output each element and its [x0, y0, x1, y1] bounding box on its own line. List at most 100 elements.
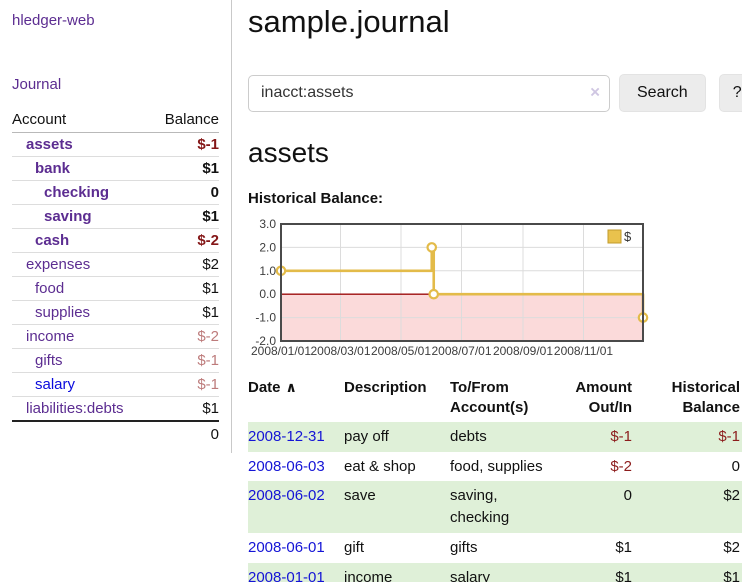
account-balance: $1 [151, 156, 219, 181]
accounts-header-row: Account Balance [12, 108, 219, 133]
account-balance: $2 [151, 252, 219, 277]
account-balance: $1 [151, 204, 219, 229]
account-row: liabilities:debts $1 [12, 396, 219, 422]
svg-text:0.0: 0.0 [259, 287, 276, 301]
table-row: 2008-06-03 eat & shop food, supplies $-2 0 [248, 452, 742, 482]
svg-text:2008/03/01: 2008/03/01 [310, 344, 370, 358]
account-balance: $-2 [151, 324, 219, 349]
transaction-date-link[interactable]: 2008-12-31 [248, 427, 325, 445]
accounts-table: Account Balance assets $-1 bank $1 checking 0… [12, 108, 219, 447]
search-form: × Search ? [248, 74, 742, 112]
clear-search-icon[interactable]: × [590, 82, 600, 102]
transaction-accounts: salary [450, 562, 566, 582]
chart-label: Historical Balance: [248, 190, 384, 207]
page-title: sample.journal [248, 4, 450, 39]
register-table: Date ∧ Description To/From Account(s) Amo… [248, 375, 742, 582]
register-header-date[interactable]: Date ∧ [248, 375, 344, 422]
svg-text:$: $ [624, 229, 632, 244]
svg-text:2008/11/01: 2008/11/01 [554, 344, 613, 358]
account-link[interactable]: saving [44, 208, 92, 225]
transaction-description: gift [344, 538, 365, 556]
app-title-link[interactable]: hledger-web [12, 12, 95, 29]
account-link[interactable]: food [35, 280, 65, 297]
svg-text:-1.0: -1.0 [255, 311, 276, 325]
transaction-amount: $1 [566, 562, 644, 582]
accounts-total-row: 0 [12, 420, 219, 447]
account-row: cash $-2 [12, 228, 219, 253]
transaction-amount: $1 [615, 538, 632, 556]
search-input[interactable] [248, 74, 610, 112]
main-content: sample.journal × Search ? assets Histori… [232, 0, 742, 582]
account-row: bank $1 [12, 156, 219, 181]
account-row: assets $-1 [12, 132, 219, 157]
transaction-date-link[interactable]: 2008-06-02 [248, 487, 325, 505]
svg-text:-2.0: -2.0 [255, 334, 276, 348]
account-link[interactable]: salary [35, 376, 76, 393]
account-row: saving $1 [12, 204, 219, 229]
svg-text:2008/07/01: 2008/07/01 [431, 344, 491, 358]
account-link[interactable]: supplies [35, 304, 91, 321]
svg-text:2008/09/01: 2008/09/01 [493, 344, 553, 358]
account-link[interactable]: expenses [26, 256, 91, 273]
transaction-accounts: debts [450, 421, 566, 452]
svg-text:2008/01/01: 2008/01/01 [251, 344, 311, 358]
transaction-accounts: food, supplies [450, 457, 543, 475]
transaction-date-link[interactable]: 2008-06-03 [248, 457, 325, 475]
register-header-amount: Amount Out/In [575, 379, 632, 416]
register-header-accounts: To/From Account(s) [450, 379, 529, 416]
date-header-label: Date [248, 379, 281, 396]
register-header-row: Date ∧ Description To/From Account(s) Amo… [248, 375, 742, 422]
register-header-description: Description [344, 379, 427, 396]
account-link[interactable]: liabilities:debts [26, 400, 124, 417]
account-row: expenses $2 [12, 252, 219, 277]
transaction-description: income [344, 562, 450, 582]
table-row: 2008-06-01 gift gifts $1 $2 [248, 533, 742, 563]
account-link[interactable]: cash [35, 232, 70, 249]
svg-text:1.0: 1.0 [259, 264, 276, 278]
account-row: gifts $-1 [12, 348, 219, 373]
historical-balance-chart: $3.0 2.0 1.0 0.0 -1.0 -2.0 2008/01/01 2008/03/0… [248, 216, 742, 362]
transaction-date-link[interactable]: 2008-06-01 [248, 538, 325, 556]
transaction-amount: $-2 [610, 457, 632, 475]
search-button[interactable]: Search [619, 74, 706, 112]
table-row: 2008-12-31 pay off debts $-1 $-1 [248, 421, 742, 452]
transaction-amount: 0 [566, 481, 644, 533]
transaction-description: eat & shop [344, 457, 416, 475]
account-row: income $-2 [12, 324, 219, 349]
accounts-total-value: 0 [151, 420, 219, 447]
account-balance: $-1 [151, 348, 219, 373]
account-link[interactable]: bank [35, 160, 71, 177]
transaction-description: pay off [344, 421, 450, 452]
account-link[interactable]: gifts [35, 352, 63, 369]
account-row: salary $-1 [12, 372, 219, 397]
accounts-total-spacer [12, 420, 152, 447]
register-body: 2008-12-31 pay off debts $-1 $-1 2008-06-03 ea… [248, 421, 742, 582]
svg-text:3.0: 3.0 [259, 217, 276, 231]
account-link[interactable]: assets [26, 136, 73, 153]
svg-text:2008/05/01: 2008/05/01 [371, 344, 431, 358]
accounts-body: assets $-1 bank $1 checking 0 saving $1 cash $-2 e… [12, 132, 219, 422]
accounts-header-account: Account [12, 108, 152, 133]
account-balance: $1 [151, 300, 219, 325]
account-balance: $-1 [151, 132, 219, 157]
account-balance: $-1 [151, 372, 219, 397]
account-link[interactable]: income [26, 328, 75, 345]
sidebar-item-journal[interactable]: Journal [12, 76, 62, 93]
table-row: 2008-01-01 income salary $1 $1 [248, 562, 742, 582]
account-balance: $-2 [151, 228, 219, 253]
search-input-wrap: × [248, 74, 610, 112]
account-balance: 0 [151, 180, 219, 205]
transaction-date-link[interactable]: 2008-01-01 [248, 568, 325, 582]
transaction-amount: $-1 [566, 421, 644, 452]
sidebar: hledger-web Journal Account Balance asse… [0, 0, 232, 453]
transaction-balance: $-1 [644, 421, 742, 452]
help-button[interactable]: ? [718, 74, 742, 112]
account-link[interactable]: checking [44, 184, 110, 201]
transaction-description: save [344, 481, 450, 533]
transaction-accounts: gifts [450, 538, 478, 556]
transaction-accounts: saving, checking [450, 481, 566, 533]
account-row: checking 0 [12, 180, 219, 205]
svg-text:2.0: 2.0 [259, 240, 276, 254]
